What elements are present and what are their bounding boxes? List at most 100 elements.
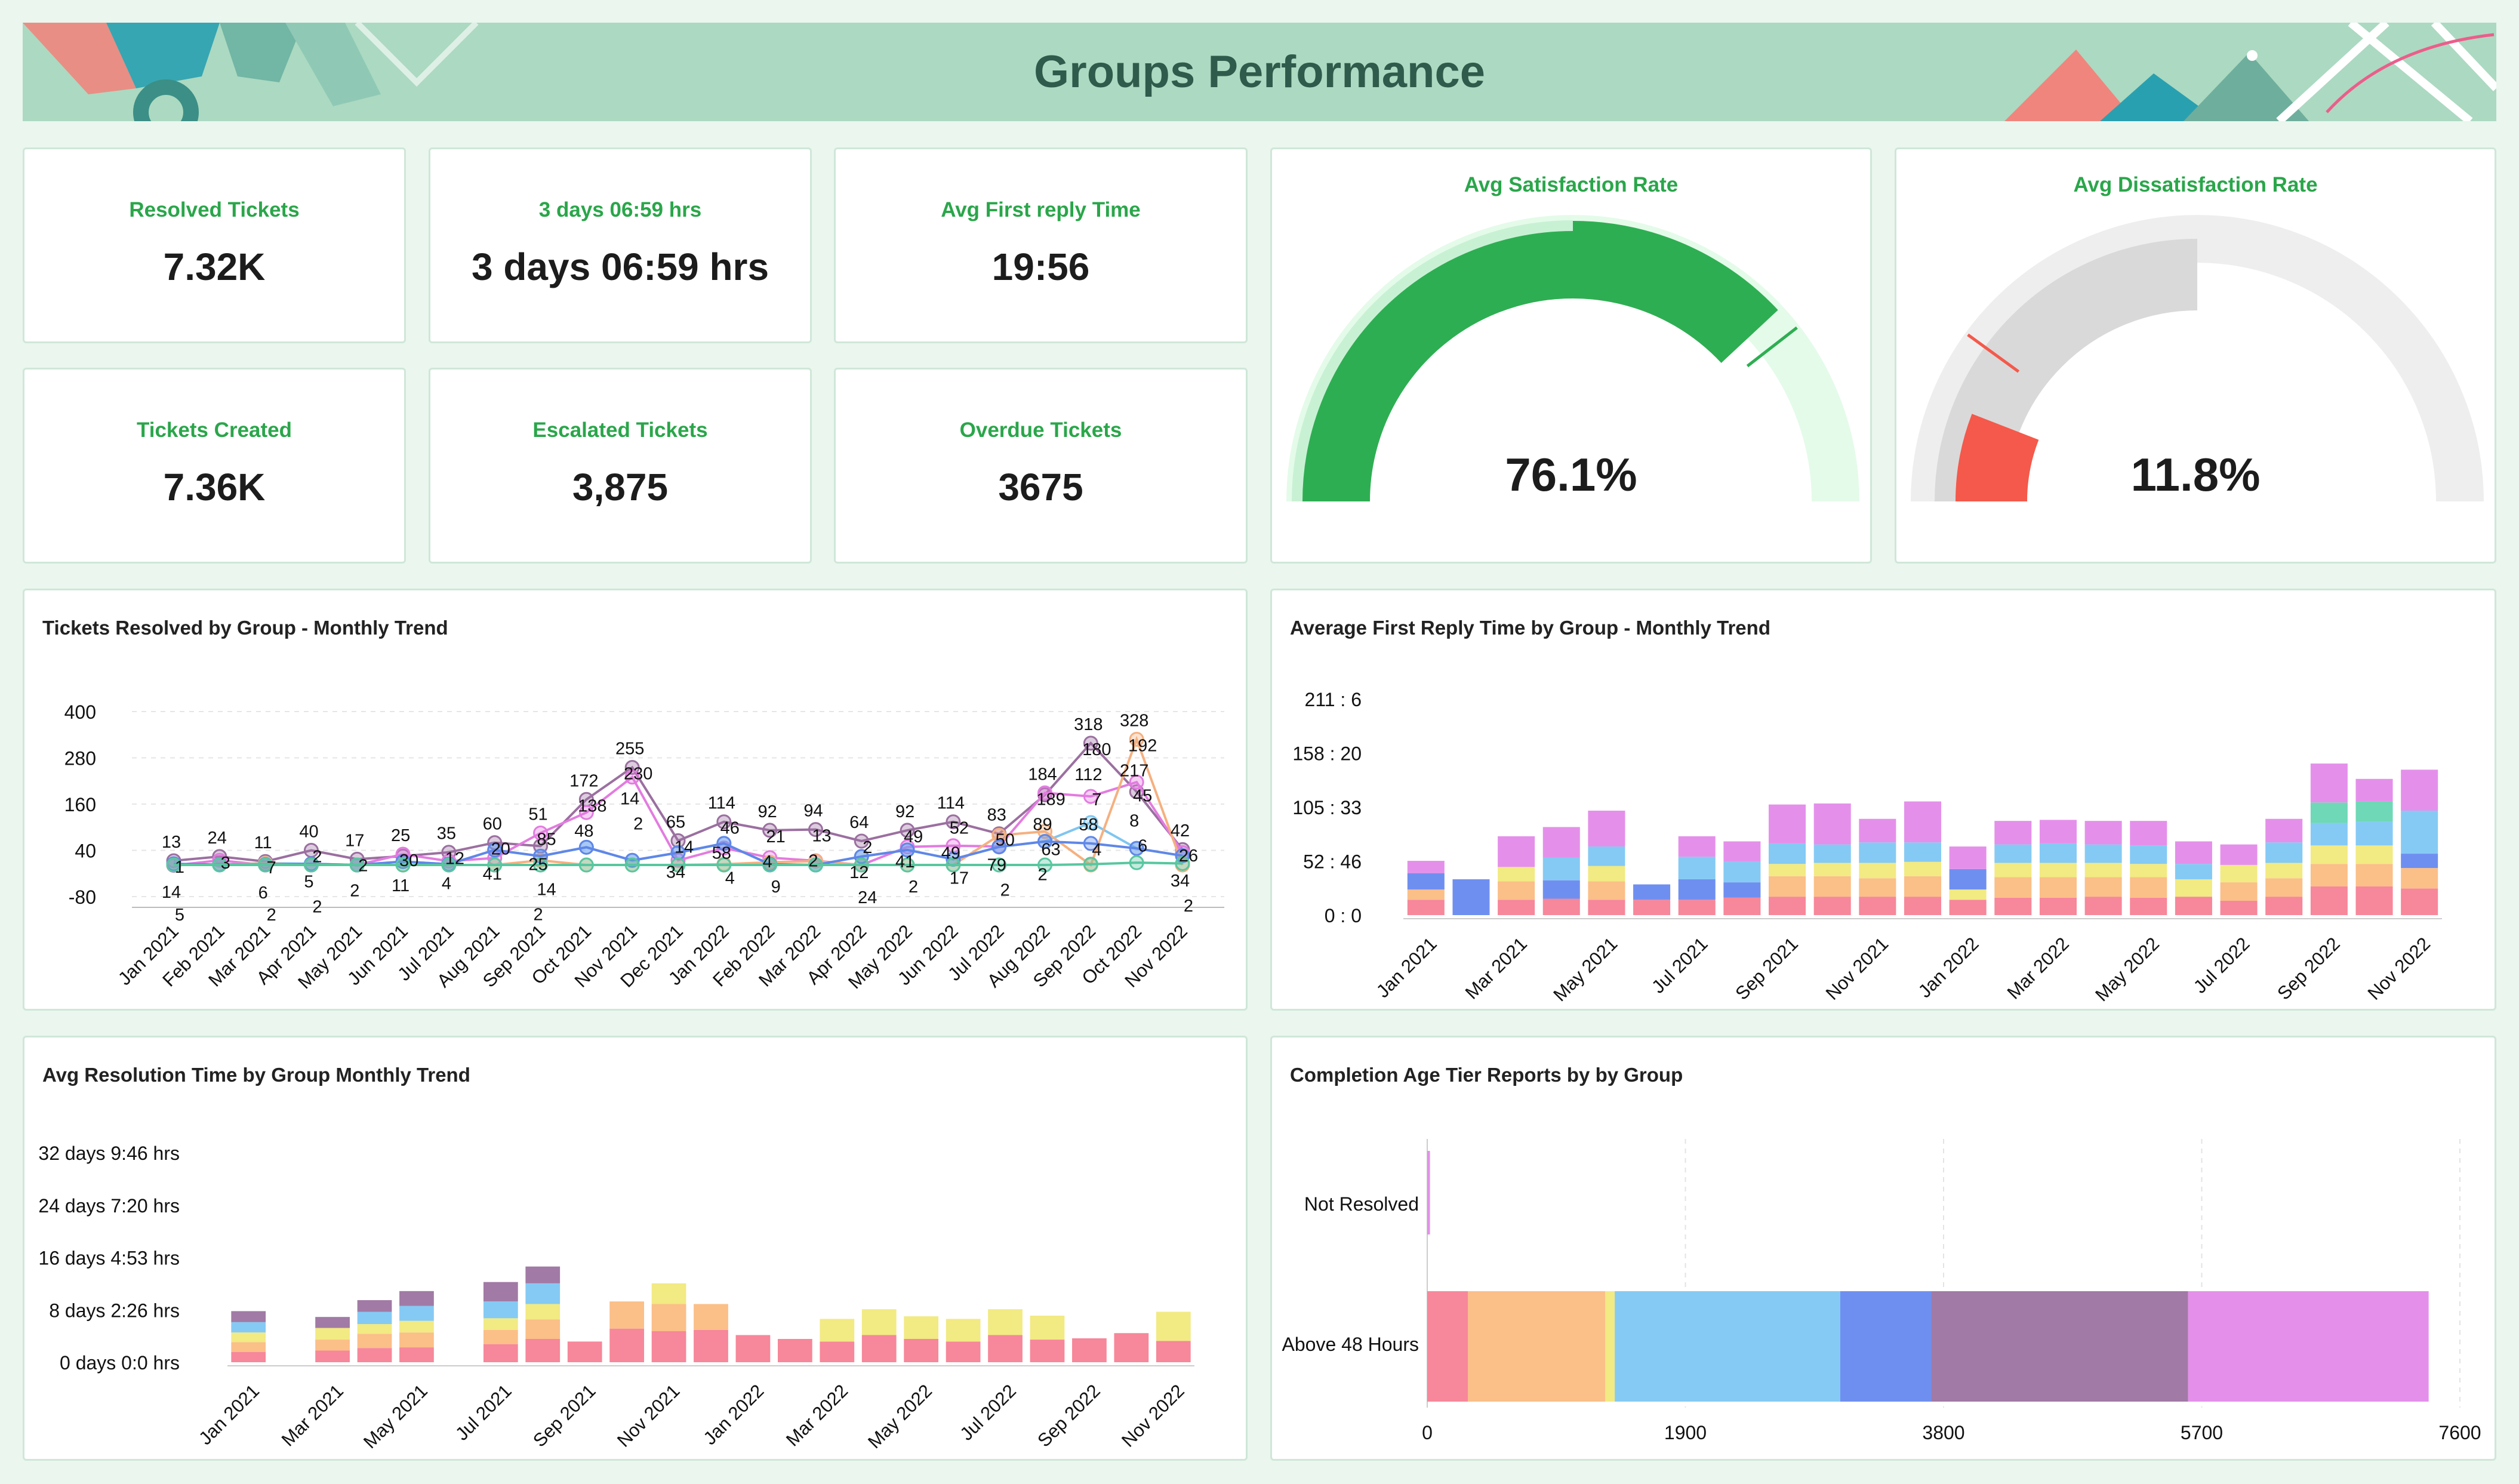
- y-tick-label: 8 days 2:26 hrs: [49, 1300, 180, 1321]
- x-tick-label: 3800: [1922, 1422, 1964, 1443]
- header-banner: Groups Performance: [23, 23, 2496, 121]
- kpi-label: Escalated Tickets: [532, 418, 708, 442]
- bar-segment: [1156, 1311, 1191, 1341]
- data-label: 13: [812, 827, 831, 846]
- bar-segment: [1114, 1333, 1149, 1362]
- bar-segment: [1949, 846, 1987, 869]
- data-label: 318: [1074, 715, 1103, 734]
- bar-segment: [694, 1304, 728, 1330]
- bar-segment: [1994, 897, 2032, 915]
- bar-segment: [525, 1339, 561, 1362]
- data-point: [533, 852, 549, 868]
- data-label: 94: [803, 802, 823, 821]
- data-label: 41: [483, 865, 502, 884]
- bar-segment: [2355, 801, 2393, 822]
- data-label: 2: [1000, 881, 1010, 900]
- data-label: 26: [1179, 846, 1198, 866]
- y-tick-label: 160: [64, 794, 96, 815]
- bar-segment: [1994, 877, 2032, 898]
- bar-segment: [1769, 876, 1806, 897]
- bar-segment: [2355, 778, 2393, 802]
- x-tick-label: Sep 2021: [1731, 933, 1802, 1004]
- data-label: 189: [1036, 790, 1065, 809]
- bar-segment: [483, 1318, 518, 1330]
- y-tick-label: 16 days 4:53 hrs: [38, 1248, 180, 1269]
- data-point: [578, 857, 594, 873]
- bar-segment: [861, 1335, 897, 1362]
- y-tick-label: 40: [75, 840, 96, 862]
- data-label: 180: [1082, 740, 1111, 759]
- data-label: 51: [528, 805, 547, 824]
- kpi-value: 3675: [998, 466, 1083, 509]
- bar-segment: [525, 1319, 561, 1339]
- gauge-fill-arc: [1956, 414, 2039, 503]
- chart-title: Completion Age Tier Reports by by Group: [1290, 1064, 1683, 1086]
- data-label: 7: [1092, 790, 1101, 809]
- bar-segment: [1813, 844, 1851, 863]
- data-point: [441, 857, 457, 873]
- bar-segment: [231, 1311, 266, 1322]
- data-point: [166, 857, 181, 873]
- data-label: 25: [391, 826, 410, 845]
- y-tick-label: Above 48 Hours: [1282, 1334, 1419, 1355]
- bar-segment: [861, 1309, 897, 1335]
- bar-segment: [399, 1291, 434, 1306]
- data-label: 5: [304, 873, 313, 892]
- x-tick-label: May 2022: [2091, 933, 2163, 1005]
- bar-segment: [1498, 867, 1535, 882]
- data-point: [1175, 855, 1190, 871]
- chart-card-tickets-resolved: Tickets Resolved by Group - Monthly Tren…: [23, 589, 1248, 1011]
- gauge-target-marker: [1967, 333, 2020, 373]
- data-point: [624, 769, 640, 785]
- bar-segment: [1904, 861, 1942, 876]
- data-label: 2: [312, 898, 322, 917]
- data-point: [487, 857, 503, 873]
- bar-segment: [1723, 897, 1761, 915]
- bar-segment: [1723, 861, 1761, 883]
- bar-segment: [946, 1341, 981, 1362]
- gauge-card-dissatisfaction: Avg Dissatisfaction Rate 11.8%: [1895, 147, 2496, 564]
- data-point: [1083, 789, 1098, 804]
- data-label: 7: [267, 858, 276, 878]
- bar-segment: [315, 1340, 350, 1351]
- bar-segment: [357, 1300, 392, 1312]
- bar-segment: [1498, 836, 1535, 867]
- data-label: 4: [442, 875, 451, 894]
- bar-segment: [2175, 879, 2212, 897]
- bar-segment: [525, 1283, 561, 1304]
- bar-segment: [1678, 857, 1716, 879]
- data-label: 60: [483, 815, 502, 834]
- data-label: 255: [615, 740, 644, 759]
- bar-segment: [1949, 900, 1987, 915]
- data-point: [578, 805, 594, 820]
- bar-segment: [399, 1320, 434, 1333]
- chart-card-first-reply: Average First Reply Time by Group - Mont…: [1270, 589, 2496, 1011]
- x-tick-label: 0: [1422, 1422, 1433, 1443]
- bar-segment: [1904, 876, 1942, 897]
- bar-segment: [820, 1341, 855, 1362]
- data-label: 49: [904, 827, 923, 846]
- data-label: 40: [299, 823, 318, 842]
- bar-segment: [315, 1328, 350, 1340]
- bar-segment: [1949, 889, 1987, 900]
- bar-segment: [315, 1317, 350, 1328]
- data-label: 2: [358, 856, 368, 875]
- bar-segment: [1904, 897, 1942, 915]
- data-label: 14: [162, 883, 181, 902]
- bar-segment: [1542, 880, 1580, 899]
- data-label: 14: [675, 838, 694, 857]
- kpi-label: Resolved Tickets: [129, 198, 300, 221]
- bar-segment: [2175, 841, 2212, 864]
- data-point: [1083, 836, 1098, 851]
- data-label: 89: [1033, 815, 1052, 834]
- bar-segment: [2084, 897, 2122, 915]
- kpi-label: 3 days 06:59 hrs: [538, 198, 702, 221]
- data-point: [900, 857, 915, 873]
- bar-segment: [2401, 868, 2438, 889]
- bar-segment: [1859, 842, 1896, 863]
- data-label: 35: [437, 824, 456, 843]
- data-label: 49: [941, 844, 960, 863]
- gauge-fill-arc: [1292, 221, 1778, 502]
- data-label: 192: [1128, 737, 1157, 756]
- bar-segment: [2130, 845, 2167, 864]
